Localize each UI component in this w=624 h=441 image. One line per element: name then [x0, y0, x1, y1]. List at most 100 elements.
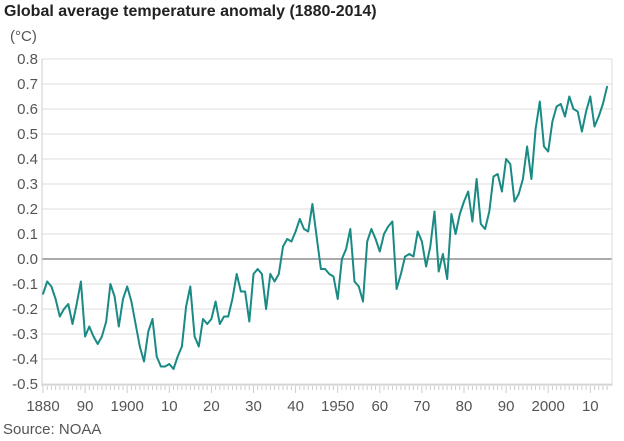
data-point [320, 268, 322, 270]
data-point [92, 335, 95, 338]
data-point [505, 158, 507, 160]
data-point [597, 115, 600, 118]
data-point [96, 343, 99, 345]
data-point [383, 233, 385, 235]
data-point [332, 275, 335, 278]
data-point [593, 125, 596, 128]
data-point [488, 210, 491, 213]
data-point [560, 103, 562, 105]
data-point [421, 240, 423, 243]
data-point [370, 228, 373, 230]
data-point [181, 345, 183, 348]
data-point [480, 223, 482, 225]
data-point [581, 130, 583, 133]
data-point [429, 245, 432, 248]
data-point [227, 315, 230, 318]
data-point [155, 355, 158, 358]
data-point [273, 280, 276, 283]
data-point [147, 330, 150, 333]
data-point [42, 293, 44, 295]
x-tick-label: 20 [203, 398, 220, 415]
data-point [277, 273, 280, 275]
data-point [176, 355, 179, 358]
data-point [46, 280, 49, 283]
y-tick-label: -0.2 [12, 301, 38, 318]
data-point [555, 105, 558, 108]
data-point [117, 325, 120, 328]
data-point [471, 220, 474, 223]
data-point [269, 273, 272, 275]
y-tick-label: 0.1 [17, 226, 38, 243]
data-point [517, 193, 520, 195]
data-point [467, 190, 470, 193]
y-tick-label: 0.5 [17, 126, 38, 143]
x-tick-label: 1950 [321, 398, 354, 415]
data-point [526, 145, 528, 148]
data-point [261, 273, 263, 275]
data-point [54, 298, 57, 300]
data-point [50, 285, 53, 288]
data-point [193, 335, 196, 338]
data-point [122, 298, 124, 300]
data-point [231, 298, 234, 300]
x-tick-label: 2000 [532, 398, 565, 415]
data-point [151, 318, 154, 320]
temperature-anomaly-line [42, 86, 609, 370]
data-point [71, 323, 74, 325]
data-point [391, 220, 394, 223]
data-point [303, 228, 305, 230]
data-point [265, 308, 267, 310]
data-point [408, 253, 411, 255]
data-point [437, 270, 440, 273]
data-point [164, 365, 166, 368]
data-point [80, 280, 82, 283]
data-point [223, 315, 225, 318]
y-tick-label: 0.3 [17, 176, 38, 193]
x-tick-label: 30 [245, 398, 262, 415]
data-point [357, 285, 360, 288]
data-point [374, 238, 377, 240]
data-point [172, 368, 175, 370]
data-point [134, 323, 137, 325]
data-point [585, 110, 587, 113]
data-point [256, 268, 259, 270]
data-point [450, 213, 453, 215]
data-point [412, 255, 415, 258]
x-tick-label: 40 [287, 398, 304, 415]
data-point [501, 190, 503, 193]
data-point [101, 335, 103, 338]
data-point [299, 218, 301, 220]
data-point [341, 258, 343, 260]
data-point [67, 303, 70, 305]
data-point [484, 228, 486, 230]
data-point [395, 288, 398, 290]
x-tick-label: 10 [582, 398, 599, 415]
y-tick-label: 0.6 [17, 101, 38, 118]
data-point [63, 308, 65, 310]
data-point [202, 318, 204, 320]
data-point [189, 285, 192, 288]
y-tick-label: 0.8 [17, 51, 38, 68]
y-tick-label: -0.4 [12, 351, 38, 368]
data-point [307, 230, 310, 233]
data-point [349, 228, 352, 230]
data-point [387, 225, 390, 228]
data-point [235, 273, 238, 275]
data-point [219, 323, 221, 325]
data-point [126, 285, 128, 288]
data-point [513, 200, 516, 203]
data-point [362, 300, 364, 303]
data-point [530, 178, 533, 180]
data-point [454, 233, 457, 235]
y-tick-label: 0.7 [17, 76, 38, 93]
data-point [458, 213, 461, 215]
data-point [185, 305, 187, 308]
x-tick-label: 80 [456, 398, 473, 415]
data-point [294, 230, 297, 233]
data-point [353, 280, 356, 283]
data-point [509, 163, 512, 165]
data-point [113, 295, 116, 298]
data-point [404, 255, 406, 258]
data-point [130, 300, 133, 303]
